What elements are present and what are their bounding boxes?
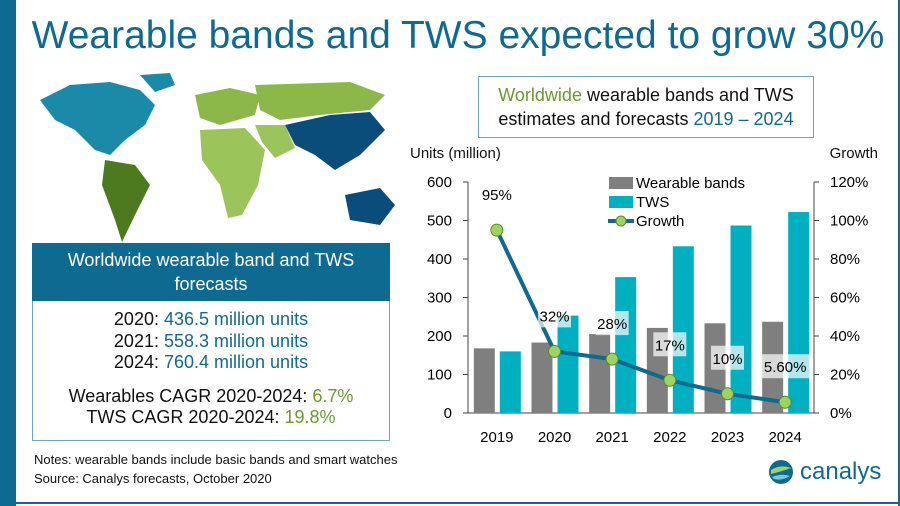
y2-tick-label: 120% <box>830 174 868 191</box>
y-tick-label: 300 <box>427 290 452 307</box>
y-tick-label: 400 <box>427 251 452 268</box>
notes: Notes: wearable bands include basic band… <box>34 450 398 488</box>
cagr-line: TWS CAGR 2020-2024: 19.8% <box>86 407 336 427</box>
x-tick-label: 2022 <box>653 429 686 446</box>
legend-swatch-wearable-bands <box>609 177 633 189</box>
africa <box>200 128 265 218</box>
bar-tws <box>499 351 521 413</box>
subtitle-part1: Worldwide <box>498 85 582 105</box>
logo-text: canalys <box>800 458 882 485</box>
forecast-panel: 2020: 436.5 million units 2021: 558.3 mi… <box>32 301 390 441</box>
cagr-line: Wearables CAGR 2020-2024: 6.7% <box>68 385 354 406</box>
world-map <box>40 73 395 242</box>
growth-line <box>495 229 786 405</box>
x-tick-label: 2020 <box>538 429 571 446</box>
growth-marker <box>605 352 619 366</box>
australia <box>345 188 395 225</box>
bar-tws <box>788 212 810 413</box>
forecast-line: 2021: 558.3 million units <box>113 330 309 351</box>
bar-wearable-bands <box>589 334 611 413</box>
forecast-value: 436.5 million units <box>163 309 309 329</box>
subtitle-part3: 2019 – 2024 <box>693 109 794 129</box>
x-tick-label: 2023 <box>711 429 744 446</box>
growth-label: 10% <box>712 351 742 368</box>
legend-swatch-tws <box>609 196 633 208</box>
y-tick-label: 100 <box>427 367 452 384</box>
forecast-value: 760.4 million units <box>163 352 309 372</box>
greenland <box>140 73 175 92</box>
y-tick-label: 500 <box>427 213 452 230</box>
bar-wearable-bands <box>473 348 495 413</box>
canalys-logo: canalys <box>768 458 881 486</box>
forecast-year: 2021 <box>113 330 154 351</box>
right-border <box>898 0 900 506</box>
growth-marker <box>778 395 792 409</box>
y-tick-label: 0 <box>444 405 452 422</box>
cagr-label: Wearables CAGR 2020-2024 <box>68 385 303 406</box>
growth-label-bg <box>538 303 571 328</box>
middle-east <box>255 125 295 158</box>
y2-tick-label: 60% <box>830 290 860 307</box>
forecast-value: 558.3 million units <box>163 330 309 351</box>
russia-central-asia <box>255 82 385 120</box>
forecast-line: 2020: 436.5 million units <box>113 309 309 329</box>
growth-label-bg <box>595 311 629 336</box>
growth-label-bg <box>759 354 811 379</box>
bar-tws <box>730 225 752 413</box>
y2-axis-label: Growth <box>830 145 878 162</box>
growth-label: 28% <box>597 316 627 333</box>
cagr-label: TWS CAGR 2020-2024 <box>86 407 275 427</box>
growth-label: 32% <box>539 308 569 325</box>
source-text: Source: Canalys forecasts, October 2020 <box>34 471 272 486</box>
notes-text: Notes: wearable bands include basic band… <box>34 452 398 467</box>
x-tick-label: 2021 <box>595 429 628 446</box>
forecast-year: 2024 <box>113 352 154 372</box>
legend-marker-growth <box>615 215 627 227</box>
bottom-border <box>16 502 900 504</box>
europe <box>195 88 260 125</box>
growth-marker <box>663 373 677 387</box>
y2-tick-label: 20% <box>830 367 860 384</box>
forecast-line: 2024: 760.4 million units <box>113 352 309 372</box>
y-tick-label: 600 <box>427 174 452 191</box>
growth-label: 95% <box>482 187 512 204</box>
bar-tws <box>672 246 694 413</box>
growth-label: 17% <box>655 337 685 354</box>
forecast-heading: Worldwide wearable band and TWS forecast… <box>32 243 390 301</box>
bar-tws <box>557 315 579 413</box>
growth-label: 5.60% <box>764 359 807 376</box>
y2-tick-label: 100% <box>830 213 868 230</box>
legend-label-wearable-bands: Wearable bands <box>636 175 745 192</box>
x-tick-label: 2019 <box>480 429 513 446</box>
bar-tws <box>615 277 637 413</box>
legend-label-tws: TWS <box>636 194 669 211</box>
x-tick-label: 2024 <box>768 429 801 446</box>
growth-label-bg <box>711 345 744 370</box>
south-america <box>102 160 150 242</box>
growth-label-bg <box>653 332 687 357</box>
y-tick-label: 200 <box>427 328 452 345</box>
cagr-value: 6.7% <box>312 385 354 406</box>
growth-marker <box>548 344 561 358</box>
y-axis-label: Units (million) <box>410 145 501 162</box>
page-title: Wearable bands and TWS expected to grow … <box>31 14 885 57</box>
legend-label-growth: Growth <box>636 213 684 230</box>
growth-marker <box>490 223 504 237</box>
chart-subtitle-box: Worldwide wearable bands and TWS estimat… <box>478 76 814 138</box>
forecast-year: 2020 <box>113 309 154 329</box>
north-america <box>40 82 155 155</box>
growth-marker <box>721 387 734 401</box>
y2-tick-label: 80% <box>830 251 860 268</box>
subtitle-part2: wearable bands and TWS estimates and for… <box>498 85 794 129</box>
chart: Units (million) Growth 0 100 200 300 400 500 600… <box>410 145 878 446</box>
y2-tick-label: 0% <box>830 405 852 422</box>
asia-pacific <box>285 112 385 170</box>
cagr-value: 19.8% <box>284 407 336 427</box>
left-accent-bar <box>0 0 16 506</box>
bar-wearable-bands <box>531 342 553 413</box>
y2-tick-label: 40% <box>830 328 860 345</box>
globe-icon <box>769 460 793 484</box>
